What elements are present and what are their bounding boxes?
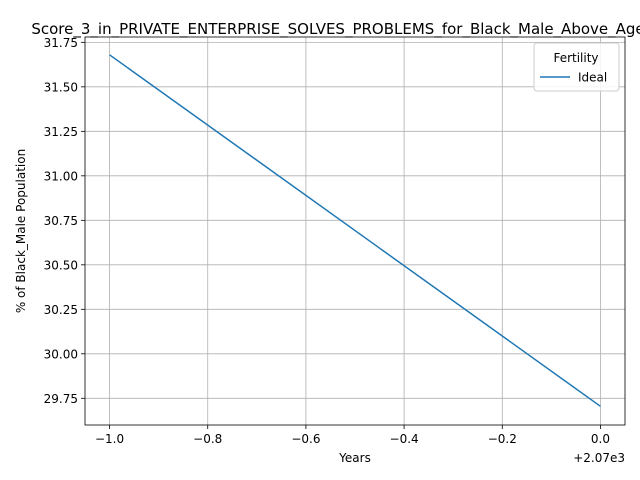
x-tick-label: 0.0 [591,432,610,446]
axes: −1.0 −0.8 −0.6 −0.4 −0.2 0.0 29.75 30.00 30.25 30… [44,36,626,446]
y-tick-label: 31.25 [44,125,78,139]
x-tick-label: −0.8 [193,432,222,446]
x-tick-label: −0.2 [488,432,517,446]
y-tick-label: 30.75 [44,214,78,228]
x-tick-label: −0.6 [291,432,320,446]
chart-title: Score_3_in_PRIVATE_ENTERPRISE_SOLVES_PRO… [31,20,640,39]
y-tick-label: 31.50 [44,80,78,94]
y-axis-label: % of Black_Male Population [14,149,28,313]
legend: Fertility Ideal [533,42,620,92]
x-tick-label: −0.4 [390,432,419,446]
y-tick-label: 30.50 [44,258,78,272]
y-tick-label: 29.75 [44,392,78,406]
plot-frame [84,36,626,426]
series-layer [109,54,601,407]
y-tick-label: 30.25 [44,303,78,317]
x-tick-label: −1.0 [95,432,124,446]
x-axis-label: Years [338,451,371,465]
y-tick-label: 30.00 [44,347,78,361]
series-line-ideal [109,54,601,407]
y-tick-label: 31.75 [44,36,78,50]
y-tick-label: 31.00 [44,169,78,183]
legend-box [533,42,620,92]
legend-label: Ideal [578,71,607,85]
x-offset-label: +2.07e3 [573,451,625,465]
legend-title: Fertility [553,51,598,65]
